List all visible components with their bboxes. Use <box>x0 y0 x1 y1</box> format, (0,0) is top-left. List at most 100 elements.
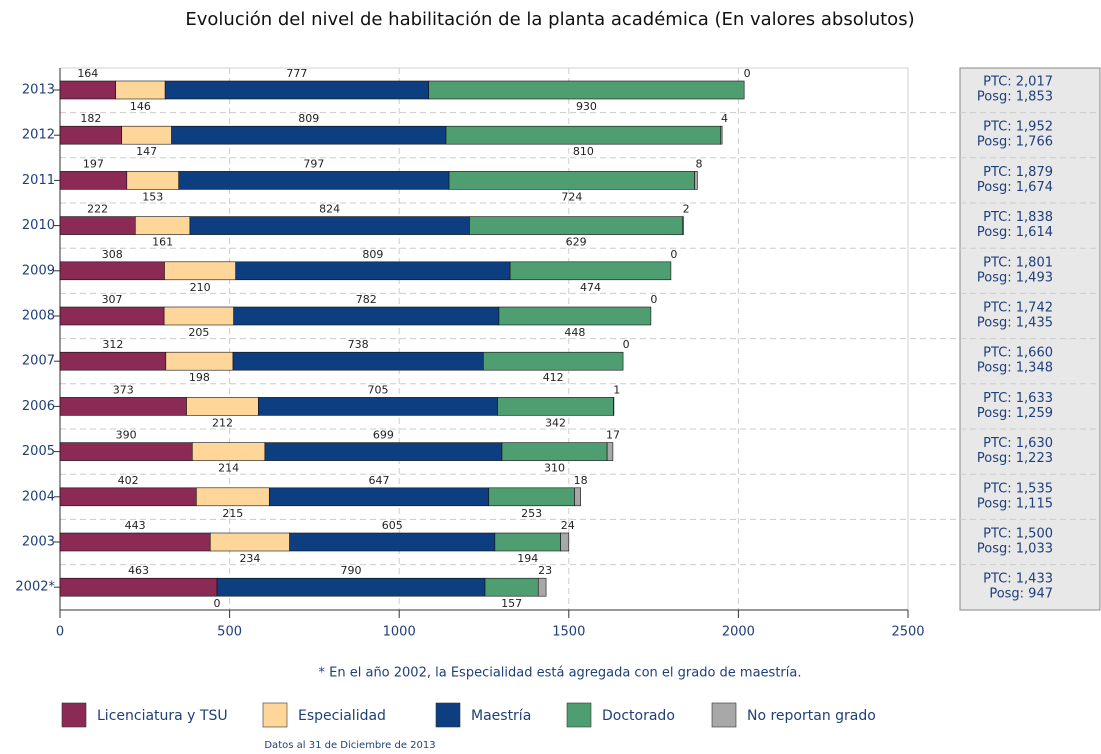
data-label: 24 <box>561 519 575 532</box>
side-label: Posg: 1,614 <box>977 225 1053 240</box>
bar-segment <box>59 80 116 100</box>
bar-segment <box>126 171 180 190</box>
bar-segment <box>537 577 547 597</box>
data-label: 308 <box>102 248 123 261</box>
bar-segment <box>264 442 503 461</box>
data-label: 8 <box>696 157 703 170</box>
bar-segment <box>216 577 486 597</box>
y-tick-label: 2009 <box>22 263 55 278</box>
data-label: 253 <box>521 507 542 520</box>
bar-segment <box>135 216 191 235</box>
bar-segment <box>164 261 237 281</box>
bar-segment <box>494 532 561 552</box>
x-tick-label: 1500 <box>552 625 585 640</box>
legend-label: No reportan grado <box>747 708 876 724</box>
data-label: 198 <box>189 371 210 384</box>
data-label: 210 <box>190 281 211 294</box>
data-label: 402 <box>118 474 139 487</box>
bar-segment <box>448 171 695 190</box>
bar-segment <box>209 532 290 552</box>
bar-segment <box>233 306 500 326</box>
data-label: 0 <box>214 597 221 610</box>
side-label: Posg: 1,493 <box>977 270 1053 285</box>
data-label: 463 <box>128 564 149 577</box>
bar-segment <box>289 532 496 552</box>
y-tick-label: 2013 <box>22 83 55 98</box>
data-label: 0 <box>744 67 751 80</box>
data-label: 724 <box>561 190 582 203</box>
y-tick-label: 2012 <box>22 128 55 143</box>
side-label: Posg: 1,766 <box>977 135 1053 150</box>
bar-segment <box>191 442 266 461</box>
data-label: 1 <box>613 383 620 396</box>
side-label: Posg: 1,674 <box>977 180 1053 195</box>
data-label: 342 <box>545 416 566 429</box>
bar-segment <box>196 487 270 507</box>
side-label: Posg: 947 <box>989 587 1053 602</box>
data-label: 0 <box>623 338 630 351</box>
data-label: 629 <box>566 236 587 249</box>
bar-segment <box>178 171 450 190</box>
data-label: 234 <box>239 552 260 565</box>
data-label: 474 <box>580 281 601 294</box>
legend-label: Licenciatura y TSU <box>97 708 228 724</box>
data-label: 373 <box>113 383 134 396</box>
y-tick-label: 2002* <box>15 580 55 595</box>
data-label: 153 <box>142 190 163 203</box>
footnote: * En el año 2002, la Especialidad está a… <box>319 666 802 681</box>
bar-segment <box>560 532 570 552</box>
y-tick-label: 2010 <box>22 218 55 233</box>
y-tick-label: 2011 <box>22 173 55 188</box>
y-tick-label: 2008 <box>22 309 55 324</box>
side-label: PTC: 1,660 <box>983 346 1053 361</box>
side-label: PTC: 1,500 <box>983 527 1053 542</box>
legend-swatch <box>262 702 288 728</box>
data-label: 605 <box>382 519 403 532</box>
bar-segment <box>428 80 745 100</box>
bar-segment <box>59 306 165 326</box>
data-label: 443 <box>125 519 146 532</box>
bar-segment <box>682 216 684 235</box>
side-label: PTC: 1,801 <box>983 255 1053 270</box>
side-label: Posg: 1,853 <box>977 90 1053 105</box>
bar-segment <box>189 216 470 235</box>
side-label: PTC: 1,433 <box>983 572 1053 587</box>
bar-segment <box>509 261 672 281</box>
data-label: 212 <box>212 416 233 429</box>
side-label: Posg: 1,033 <box>977 542 1053 557</box>
data-label: 0 <box>670 248 677 261</box>
data-label: 312 <box>102 338 123 351</box>
bar-segment <box>469 216 684 235</box>
data-label: 214 <box>218 462 239 475</box>
data-label: 182 <box>80 112 101 125</box>
legend-swatch <box>435 702 461 728</box>
bar-segment <box>59 397 187 416</box>
data-label: 390 <box>116 429 137 442</box>
data-label: 809 <box>362 248 383 261</box>
bar-segment <box>165 351 234 371</box>
data-label: 777 <box>286 67 307 80</box>
bar-segment <box>59 532 211 552</box>
bar-segment <box>232 351 484 371</box>
data-label: 930 <box>576 100 597 113</box>
side-label: Posg: 1,259 <box>977 406 1053 421</box>
legend-label: Especialidad <box>298 708 386 724</box>
x-tick-label: 500 <box>217 625 242 640</box>
bar-segment <box>164 80 430 100</box>
data-label: 4 <box>721 112 728 125</box>
bar-segment <box>235 261 511 281</box>
side-label: PTC: 1,630 <box>983 436 1053 451</box>
y-tick-label: 2007 <box>22 354 55 369</box>
bar-segment <box>488 487 575 507</box>
bar-segment <box>59 442 193 461</box>
y-tick-label: 2006 <box>22 399 55 414</box>
bar-segment <box>268 487 490 507</box>
bar-segment <box>445 125 722 145</box>
data-label: 164 <box>77 67 98 80</box>
y-tick-label: 2004 <box>22 489 55 504</box>
bar-segment <box>59 487 197 507</box>
data-label: 222 <box>87 203 108 216</box>
x-tick-label: 2000 <box>722 625 755 640</box>
data-label: 161 <box>152 236 173 249</box>
